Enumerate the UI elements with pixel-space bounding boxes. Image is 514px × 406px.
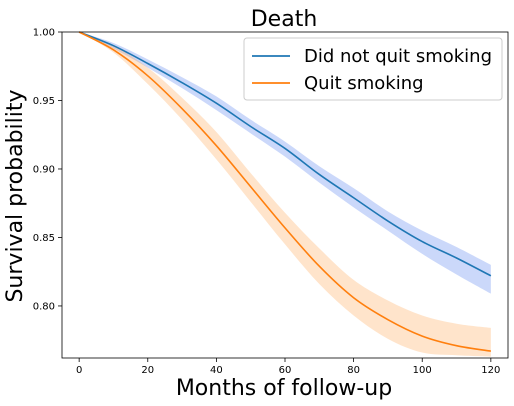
y-tick-label: 1.00 bbox=[33, 28, 55, 39]
legend-box bbox=[243, 37, 503, 101]
confidence-band-0 bbox=[79, 32, 491, 294]
x-tick-label: 40 bbox=[210, 365, 223, 376]
legend-label-1: Quit smoking bbox=[304, 73, 424, 94]
x-axis-label: Months of follow-up bbox=[176, 376, 392, 401]
x-tick-label: 120 bbox=[481, 365, 500, 376]
y-axis-label: Survival probability bbox=[3, 89, 28, 302]
y-tick-label: 0.90 bbox=[33, 164, 55, 175]
x-tick-label: 100 bbox=[413, 365, 432, 376]
x-tick-label: 60 bbox=[279, 365, 292, 376]
series-line-1 bbox=[78, 31, 491, 352]
confidence-band-1 bbox=[79, 32, 491, 357]
confidence-bands bbox=[79, 32, 491, 357]
x-tick-label: 0 bbox=[76, 365, 82, 376]
y-tick-label: 0.80 bbox=[33, 301, 55, 312]
x-tick-label: 20 bbox=[141, 365, 154, 376]
x-tick-label: 80 bbox=[347, 365, 360, 376]
y-axis-ticks: 0.80 0.85 0.90 0.95 1.00 bbox=[33, 28, 62, 312]
legend-label-0: Did not quit smoking bbox=[304, 46, 492, 67]
series-line-0 bbox=[78, 31, 492, 277]
legend: Did not quit smoking Quit smoking bbox=[243, 37, 503, 101]
x-axis-ticks: 0 20 40 60 80 100 120 bbox=[76, 358, 500, 376]
plot-frame bbox=[61, 31, 509, 359]
y-tick-label: 0.95 bbox=[33, 96, 55, 107]
chart-title: Death bbox=[251, 7, 318, 32]
series-lines bbox=[78, 31, 492, 352]
y-tick-label: 0.85 bbox=[33, 233, 55, 244]
